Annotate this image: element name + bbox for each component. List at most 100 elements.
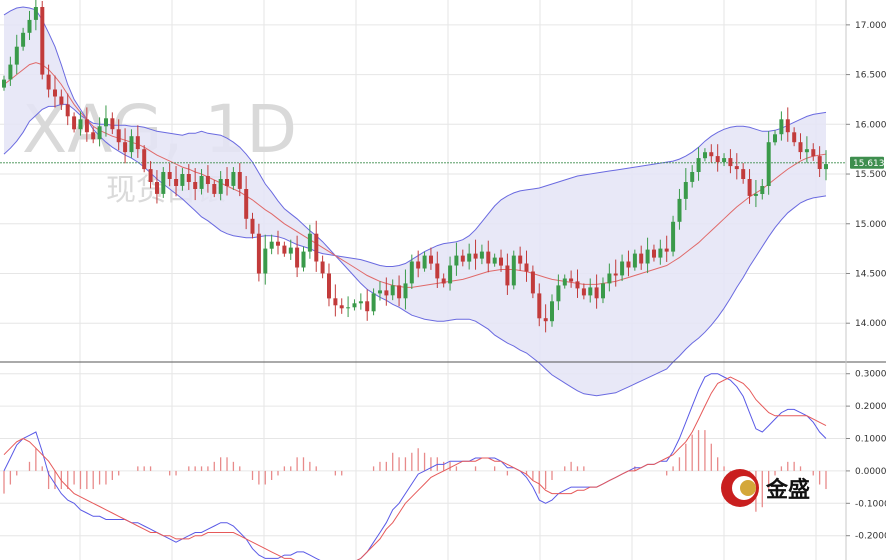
candle-body: [467, 253, 472, 262]
candle-body: [225, 179, 229, 186]
macd-tick-label: 0.0000: [855, 467, 886, 477]
candle-body: [269, 241, 274, 249]
candle-body: [390, 285, 395, 296]
candle-body: [339, 305, 344, 309]
candle-body: [645, 249, 650, 264]
candle-body: [518, 255, 523, 264]
price-tick-label: 14.500: [855, 270, 886, 280]
candle-body: [779, 119, 784, 135]
price-tick-label: 14.000: [855, 319, 886, 329]
candle-body: [14, 46, 19, 65]
candle-body: [626, 261, 631, 268]
candle-body: [167, 172, 172, 179]
candle-body: [441, 278, 446, 284]
candle-body: [352, 303, 357, 308]
candle-body: [524, 263, 529, 272]
candle-body: [715, 156, 720, 163]
candle-body: [664, 248, 669, 252]
candle-body: [703, 152, 707, 159]
candle-body: [683, 182, 688, 199]
logo: 金盛: [721, 469, 810, 507]
price-tick-label: 16.500: [855, 71, 886, 81]
candle-body: [556, 285, 561, 302]
candle-body: [295, 247, 300, 268]
candle-body: [486, 251, 491, 264]
candle-body: [161, 172, 166, 194]
candle-body: [632, 253, 637, 268]
candle-body: [454, 255, 459, 266]
last-price-label: 15.613: [853, 159, 885, 169]
candle-body: [811, 149, 816, 157]
candle-body: [690, 172, 695, 182]
candle-body: [658, 248, 663, 258]
candle-body: [27, 19, 32, 33]
candle-body: [416, 261, 421, 269]
candle-body: [499, 257, 503, 266]
bollinger-band-fill: [4, 7, 826, 396]
candle-body: [205, 176, 210, 184]
candle-body: [492, 257, 497, 264]
candle-body: [59, 96, 64, 105]
candle-body: [562, 278, 567, 286]
signal-line: [3, 376, 827, 560]
candle-body: [237, 172, 242, 189]
candle-body: [244, 189, 249, 219]
candle-body: [403, 283, 408, 299]
candle-body: [798, 142, 803, 153]
candle-body: [741, 169, 746, 179]
price-axis: 17.000 16.500 16.000 15.500 15.000 14.500 14.0…: [846, 21, 886, 329]
candle-body: [785, 119, 790, 133]
candle-body: [620, 261, 625, 276]
macd-axis: 0.3000 0.2000 0.1000 0.0000 -0.1000 -0.2000: [846, 370, 886, 542]
candle-body: [601, 283, 605, 299]
macd-tick-label: -0.1000: [855, 499, 886, 509]
candle-body: [365, 301, 370, 312]
candle-body: [760, 186, 765, 194]
candle-body: [180, 174, 185, 186]
candle-body: [104, 118, 108, 127]
candle-body: [186, 174, 191, 182]
candle-body: [677, 198, 682, 222]
candle-body: [72, 116, 77, 130]
candle-body: [575, 281, 580, 289]
candle-body: [378, 290, 382, 294]
candle-body: [435, 263, 440, 279]
candle-body: [320, 261, 325, 274]
candle-body: [696, 158, 701, 172]
candle-body: [613, 273, 618, 276]
candle-body: [46, 74, 51, 90]
candle-body: [212, 184, 217, 194]
candle-body: [422, 255, 427, 269]
candle-body: [722, 158, 727, 163]
candle-body: [581, 288, 586, 296]
candle-body: [537, 293, 542, 319]
candle-body: [543, 318, 548, 322]
candle-body: [155, 182, 159, 194]
candle-body: [123, 142, 128, 153]
macd-tick-label: 0.3000: [855, 370, 886, 380]
candle-body: [409, 261, 414, 284]
candle-body: [97, 126, 102, 140]
candle-body: [301, 251, 306, 268]
candle-body: [231, 172, 236, 186]
macd-tick-label: 0.1000: [855, 435, 886, 445]
candle-body: [333, 298, 338, 306]
candle-body: [84, 119, 89, 133]
macd-line: [3, 373, 827, 560]
macd-tick-label: 0.2000: [855, 402, 886, 412]
candle-body: [91, 132, 96, 140]
candle-body: [652, 249, 656, 258]
candle-body: [473, 253, 478, 259]
candle-body: [728, 158, 733, 167]
candle-body: [358, 301, 363, 304]
candle-body: [263, 248, 268, 274]
candle-body: [21, 32, 26, 47]
candle-body: [65, 104, 70, 117]
candle-body: [709, 152, 714, 157]
candle-body: [530, 271, 535, 294]
candle-body: [460, 255, 465, 262]
candle-body: [817, 156, 822, 169]
candle-body: [135, 136, 140, 150]
price-tick-label: 15.500: [855, 170, 886, 180]
